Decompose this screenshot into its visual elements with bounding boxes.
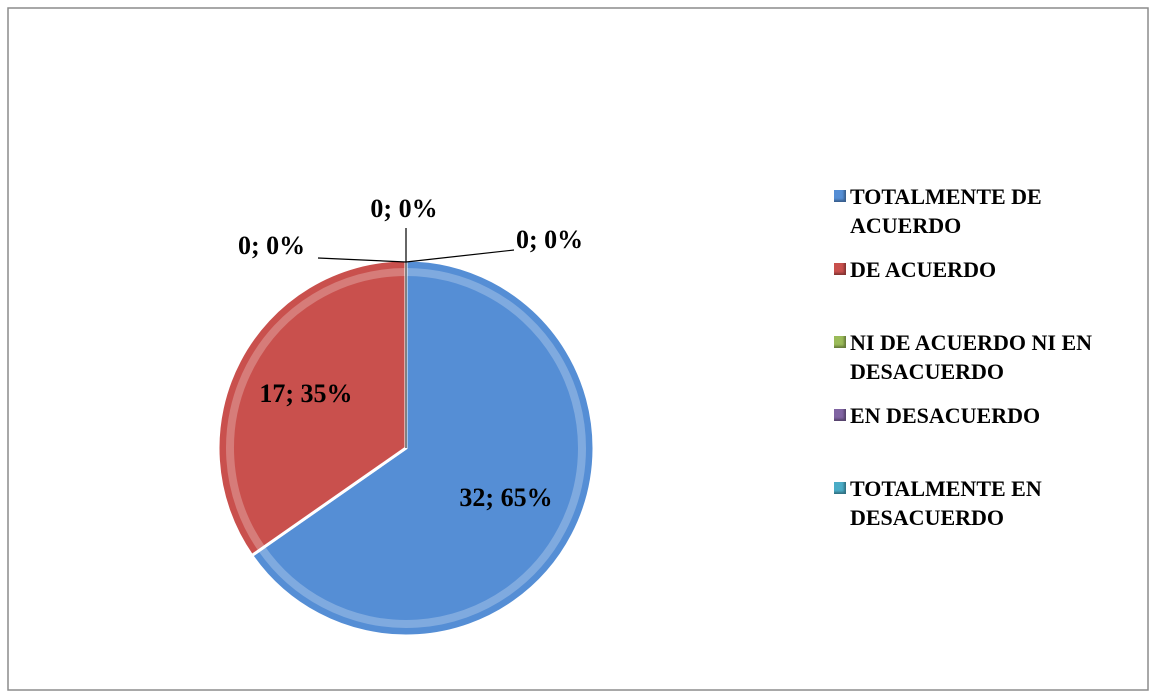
data-label: 0; 0% xyxy=(516,225,583,254)
data-label: 0; 0% xyxy=(238,231,305,260)
legend-entry: NI DE ACUERDO NI EN DESACUERDO xyxy=(830,328,1140,386)
leader-line xyxy=(317,257,407,263)
pie-slice xyxy=(249,258,596,638)
legend-entry: EN DESACUERDO xyxy=(830,401,1140,430)
slice-bevel xyxy=(226,268,407,551)
legend-entry: TOTALMENTE DE ACUERDO xyxy=(830,182,1140,240)
chart-frame xyxy=(7,7,1149,691)
legend-label: TOTALMENTE DE ACUERDO xyxy=(850,184,1042,238)
legend-label: NI DE ACUERDO NI EN DESACUERDO xyxy=(850,330,1093,384)
legend-swatch xyxy=(834,190,846,202)
data-label: 32; 65% xyxy=(459,483,552,512)
leader-line xyxy=(405,249,515,263)
legend-swatch xyxy=(834,482,846,494)
legend-label: TOTALMENTE EN DESACUERDO xyxy=(850,476,1042,530)
legend-swatch xyxy=(834,263,846,275)
legend-label: EN DESACUERDO xyxy=(850,403,1041,428)
legend-swatch xyxy=(834,409,846,421)
legend-entry: TOTALMENTE EN DESACUERDO xyxy=(830,474,1140,532)
data-label: 0; 0% xyxy=(370,194,437,223)
pie-slice xyxy=(216,258,408,558)
legend-label: DE ACUERDO xyxy=(850,257,997,282)
legend-entry: DE ACUERDO xyxy=(830,255,1140,284)
data-label: 17; 35% xyxy=(259,379,352,408)
slice-bevel xyxy=(258,268,586,628)
legend-swatch xyxy=(834,336,846,348)
